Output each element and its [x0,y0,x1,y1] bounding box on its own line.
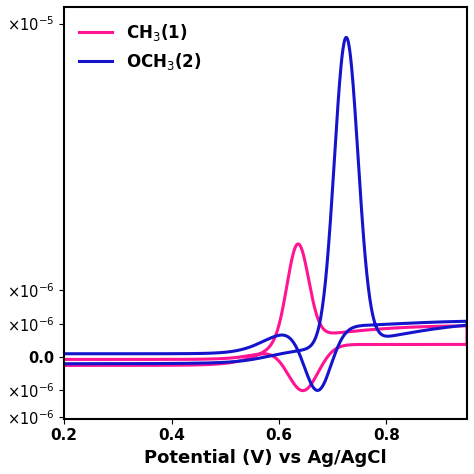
Legend: CH$_3$(1), OCH$_3$(2): CH$_3$(1), OCH$_3$(2) [73,15,208,79]
X-axis label: Potential (V) vs Ag/AgCl: Potential (V) vs Ag/AgCl [144,449,387,467]
